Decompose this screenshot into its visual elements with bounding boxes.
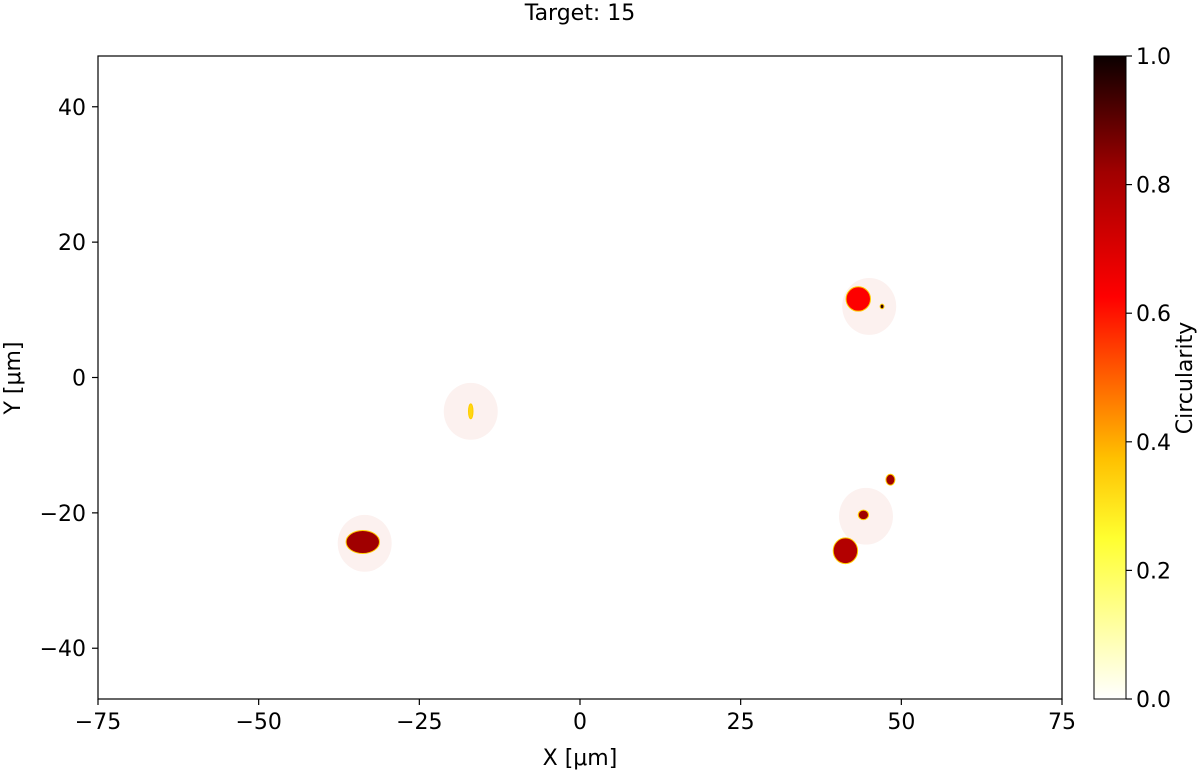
particle-blob xyxy=(832,537,859,565)
x-tick-label: 75 xyxy=(1048,710,1076,735)
colorbar-tick-label: 1.0 xyxy=(1136,45,1171,70)
y-axis-label: Y [μm] xyxy=(1,341,26,415)
x-tick-label: −25 xyxy=(396,710,442,735)
x-tick-label: −75 xyxy=(75,710,121,735)
particle-blob xyxy=(845,286,871,312)
colorbar-tick-label: 0.4 xyxy=(1136,431,1171,456)
colorbar xyxy=(1093,55,1127,700)
colorbar-tick-label: 0.6 xyxy=(1136,302,1171,327)
x-axis-label: X [μm] xyxy=(543,746,618,771)
x-tick-label: 0 xyxy=(573,710,587,735)
y-tick-label: −40 xyxy=(40,637,86,662)
y-tick-label: 20 xyxy=(58,231,86,256)
plot-area xyxy=(98,56,1062,699)
y-axis: −40 −20 0 20 40 xyxy=(40,96,98,662)
x-axis: −75 −50 −25 0 25 50 75 xyxy=(75,699,1076,735)
x-tick-label: 25 xyxy=(727,710,755,735)
x-tick-label: 50 xyxy=(887,710,915,735)
x-tick-label: −50 xyxy=(235,710,281,735)
particle-blob xyxy=(885,473,896,486)
colorbar-tick-label: 0.2 xyxy=(1136,559,1171,584)
particle-blob xyxy=(857,509,870,521)
particle-blob xyxy=(467,403,474,420)
particles-layer xyxy=(345,286,896,565)
y-tick-label: −20 xyxy=(40,502,86,527)
y-tick-label: 40 xyxy=(58,96,86,121)
colorbar-tick-label: 0.8 xyxy=(1136,174,1171,199)
colorbar-label: Circularity xyxy=(1173,322,1198,434)
y-tick-label: 0 xyxy=(72,367,86,392)
particle-blob xyxy=(345,529,380,554)
chart-title: Target: 15 xyxy=(524,1,635,26)
colorbar-axis: 0.0 0.2 0.4 0.6 0.8 1.0 xyxy=(1126,45,1171,713)
particle-blob xyxy=(879,303,885,310)
colorbar-tick-label: 0.0 xyxy=(1136,688,1171,713)
